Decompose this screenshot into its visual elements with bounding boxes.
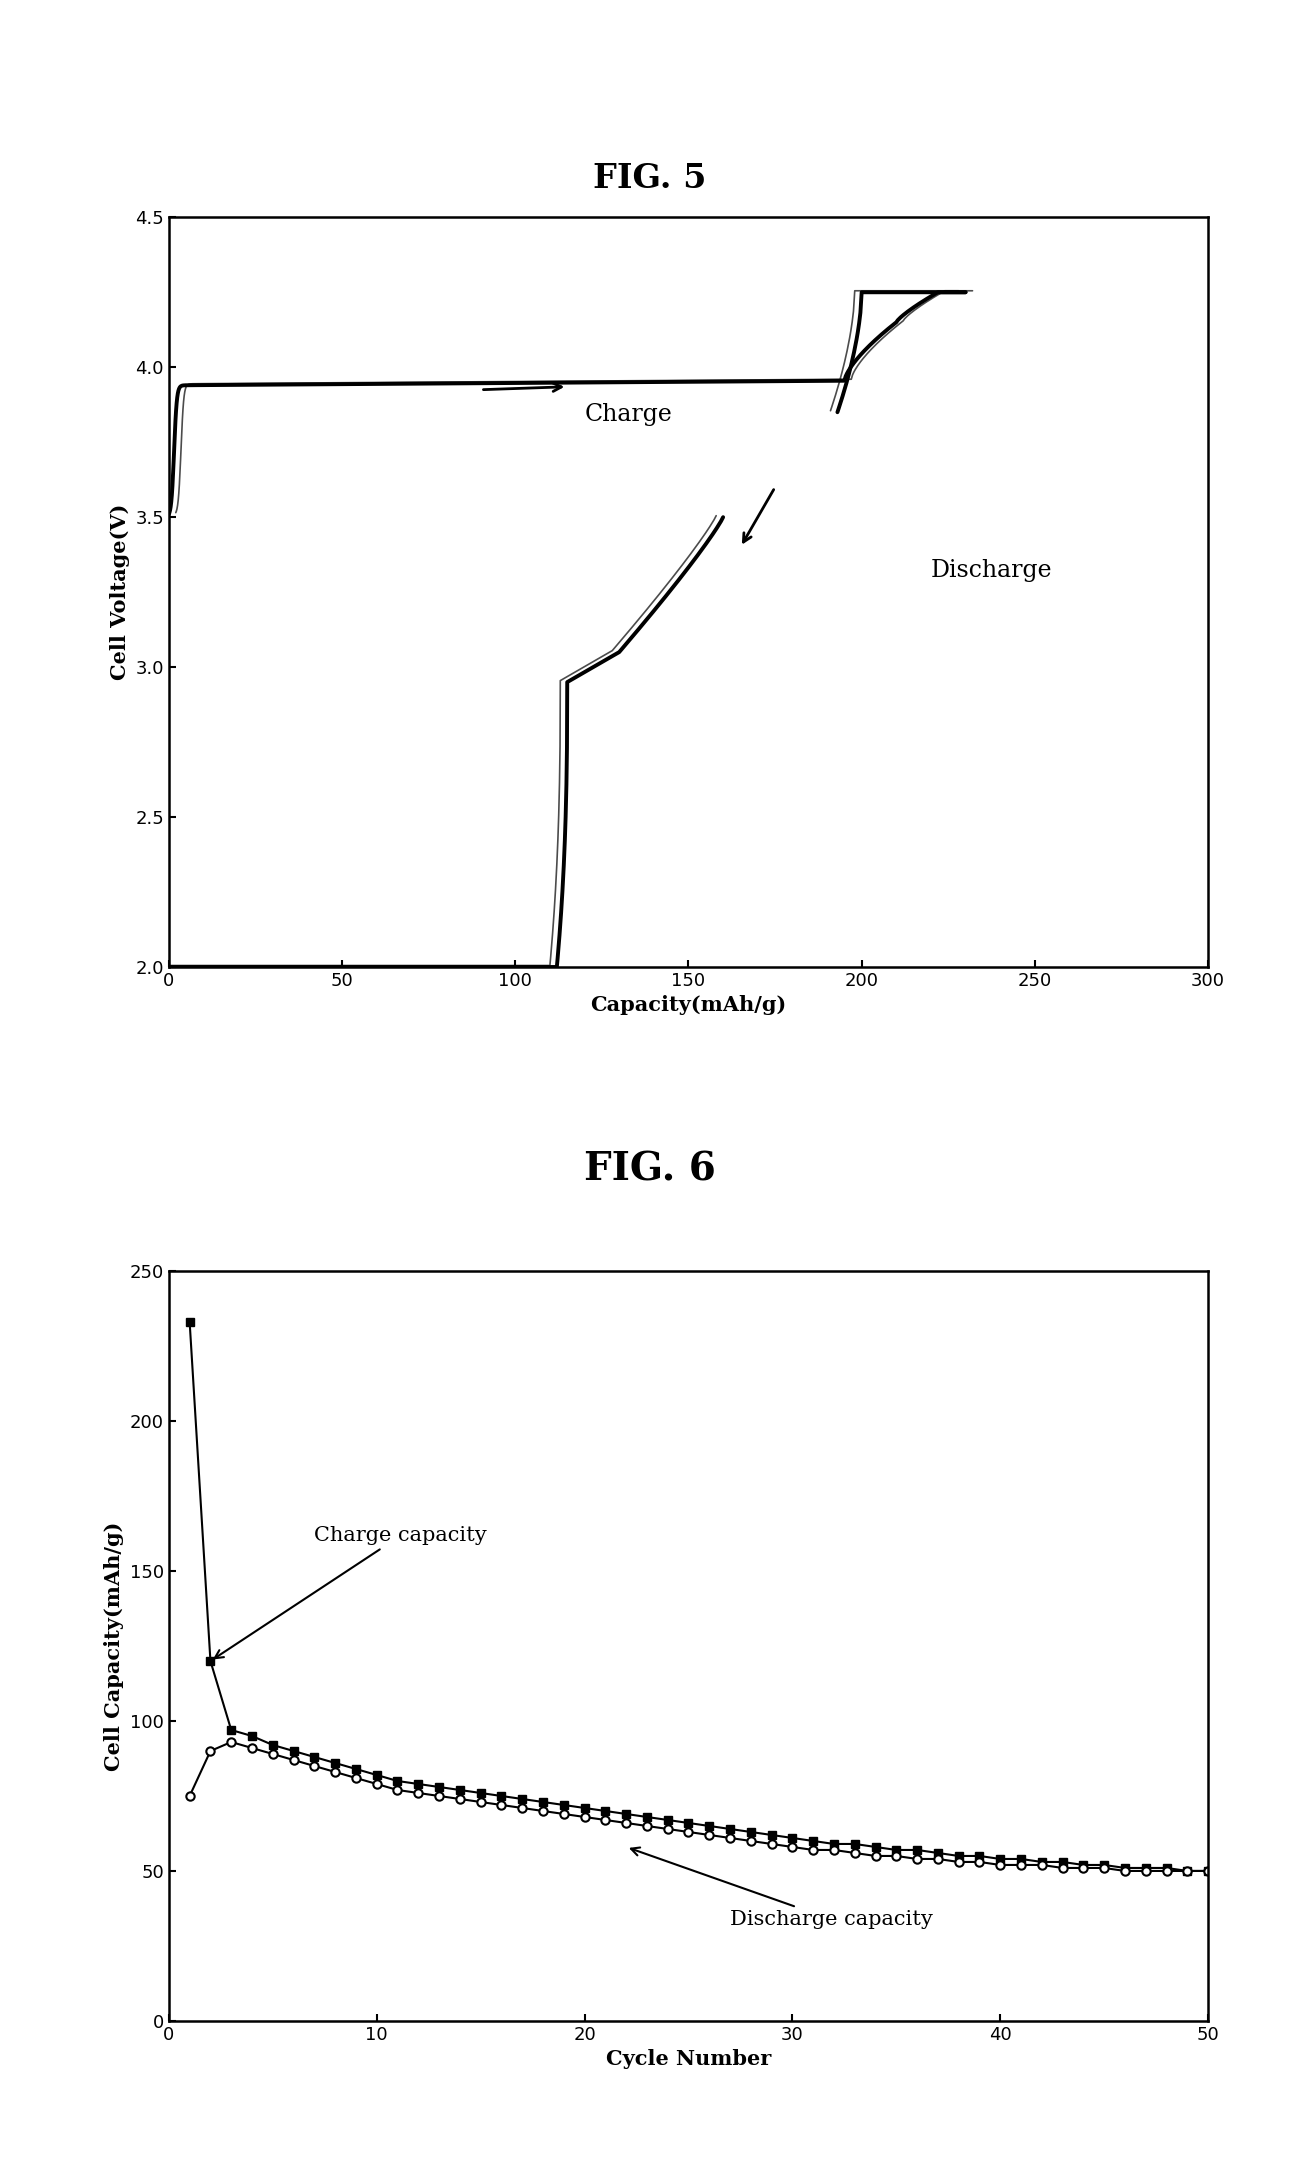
Text: FIG. 5: FIG. 5 bbox=[592, 161, 707, 196]
X-axis label: Cycle Number: Cycle Number bbox=[605, 2049, 772, 2069]
Y-axis label: Cell Voltage(V): Cell Voltage(V) bbox=[109, 504, 130, 680]
Text: Discharge: Discharge bbox=[931, 558, 1052, 582]
Y-axis label: Cell Capacity(mAh/g): Cell Capacity(mAh/g) bbox=[104, 1521, 125, 1771]
Text: FIG. 6: FIG. 6 bbox=[583, 1150, 716, 1189]
Text: Discharge capacity: Discharge capacity bbox=[631, 1847, 933, 1930]
X-axis label: Capacity(mAh/g): Capacity(mAh/g) bbox=[590, 995, 787, 1015]
Text: Charge: Charge bbox=[585, 404, 673, 426]
Text: Charge capacity: Charge capacity bbox=[214, 1525, 487, 1658]
